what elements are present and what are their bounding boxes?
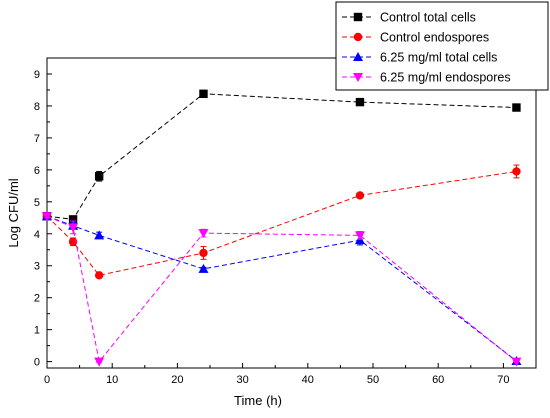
data-point	[94, 271, 104, 280]
legend-marker	[353, 32, 363, 42]
legend-item: Control total cells	[342, 11, 476, 25]
y-tick-label: 4	[34, 229, 40, 241]
series-line	[46, 170, 517, 276]
y-tick-label: 8	[34, 101, 40, 113]
data-point	[512, 103, 521, 112]
y-tick-label: 5	[34, 197, 40, 209]
data-point	[94, 357, 105, 367]
y-tick-label: 3	[34, 261, 40, 273]
y-tick-label: 6	[34, 165, 40, 177]
data-point	[68, 223, 79, 233]
x-tick-label: 60	[432, 374, 444, 386]
data-point	[199, 89, 208, 98]
series-layer	[42, 89, 522, 367]
legend-label: 6.25 mg/ml total cells	[380, 51, 497, 65]
y-axis-title: Log CFU/ml	[6, 178, 21, 247]
series-line	[46, 215, 517, 363]
axis-ticks-group: 0 10 20 30 40 50 60 70 0 1 2 3 4 5 6 7 8 9	[34, 69, 510, 386]
legend-box	[335, 1, 549, 91]
x-tick-label: 20	[171, 374, 183, 386]
x-tick-label: 70	[497, 374, 509, 386]
y-tick-label: 0	[34, 357, 40, 369]
data-point	[42, 212, 52, 222]
data-point	[354, 231, 365, 241]
legend-marker	[353, 73, 363, 82]
legend-item: 6.25 mg/ml total cells	[342, 51, 497, 65]
y-tick-label: 9	[34, 69, 40, 81]
data-point	[198, 263, 209, 273]
series-line	[46, 93, 517, 220]
legend-label: Control total cells	[380, 11, 476, 25]
data-point	[94, 172, 104, 181]
x-tick-label: 30	[236, 374, 248, 386]
legend-label: Control endospores	[380, 31, 489, 45]
x-axis-title: Time (h)	[234, 393, 282, 408]
y-tick-label: 2	[34, 293, 40, 305]
legend-item: 6.25 mg/ml endospores	[342, 71, 511, 85]
x-tick-label: 40	[302, 374, 314, 386]
plot-area	[46, 57, 537, 369]
legend-item: Control endospores	[342, 31, 489, 45]
data-point	[355, 97, 365, 107]
data-point	[511, 357, 522, 367]
data-point	[198, 229, 209, 239]
data-point	[94, 230, 105, 240]
legend: Control total cells Control endospores 6.2…	[335, 1, 549, 91]
y-tick-label: 1	[34, 325, 40, 337]
legend-marker	[353, 12, 363, 22]
legend-label: 6.25 mg/ml endospores	[380, 71, 511, 85]
series-4	[42, 212, 522, 367]
data-point	[355, 191, 365, 200]
data-point	[199, 248, 208, 258]
data-point	[68, 215, 78, 224]
x-tick-label: 50	[367, 374, 379, 386]
x-tick-label: 0	[44, 374, 50, 386]
x-tick-label: 10	[106, 374, 118, 386]
legend-marker	[353, 52, 363, 61]
y-tick-label: 7	[34, 133, 40, 145]
data-point	[512, 167, 521, 176]
